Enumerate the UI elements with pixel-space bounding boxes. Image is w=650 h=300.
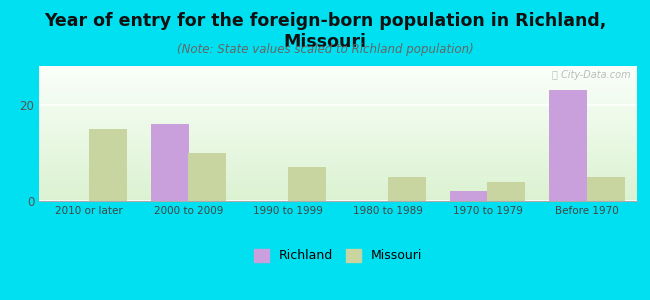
- Bar: [188, 153, 226, 201]
- Bar: [450, 191, 488, 201]
- Bar: [388, 177, 426, 201]
- Bar: [288, 167, 326, 201]
- Bar: [151, 124, 188, 201]
- Bar: [587, 177, 625, 201]
- Bar: [549, 90, 587, 201]
- Legend: Richland, Missouri: Richland, Missouri: [250, 245, 426, 266]
- Bar: [488, 182, 525, 201]
- Text: Year of entry for the foreign-born population in Richland, Missouri: Year of entry for the foreign-born popul…: [44, 12, 606, 51]
- Bar: [89, 129, 127, 201]
- Text: (Note: State values scaled to Richland population): (Note: State values scaled to Richland p…: [177, 44, 473, 56]
- Text: ⓘ City-Data.com: ⓘ City-Data.com: [552, 70, 631, 80]
